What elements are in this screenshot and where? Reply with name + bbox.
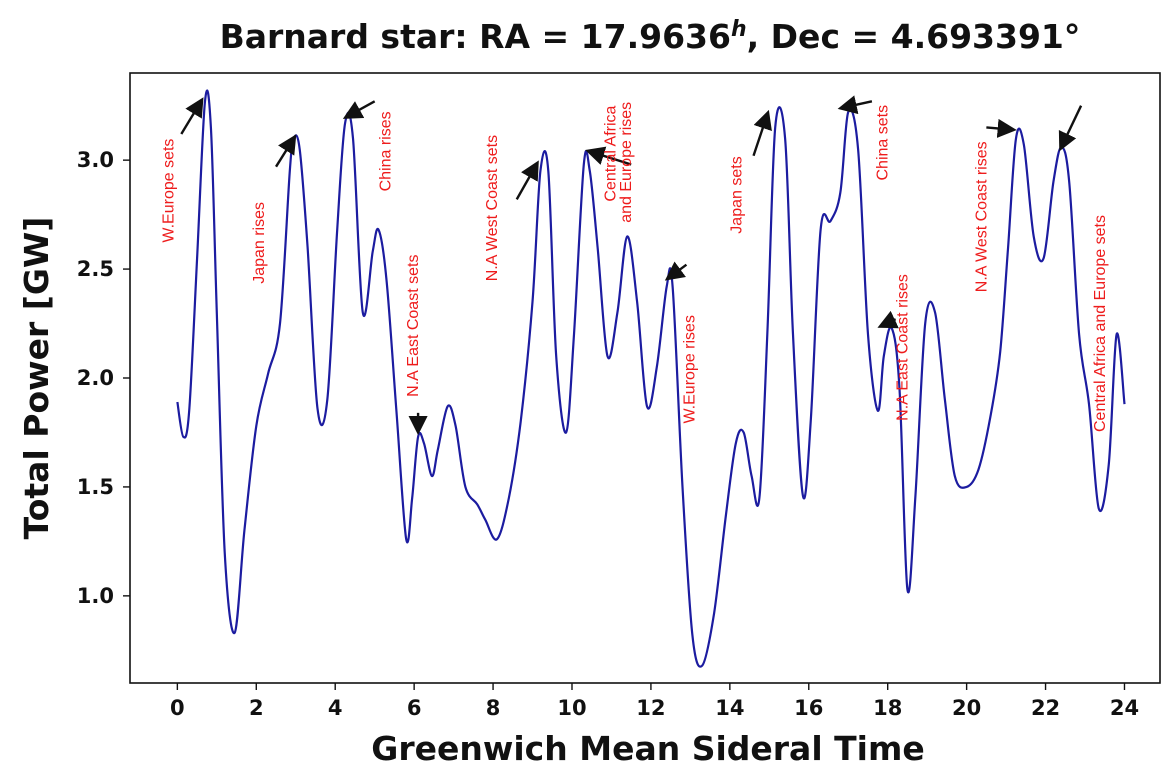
x-tick-label: 4	[328, 696, 343, 720]
annotation-label: W.Europe rises	[681, 315, 698, 423]
annotation-label: N.A East Coast sets	[405, 255, 422, 397]
x-axis-label: Greenwich Mean Sideral Time	[371, 729, 924, 765]
x-tick-label: 0	[170, 696, 185, 720]
y-tick-label: 2.5	[77, 257, 114, 281]
annotation-arrow	[180, 97, 204, 135]
y-axis: 1.0 1.5 2.0 2.5 3.0	[77, 148, 130, 608]
annotation-arrows	[180, 95, 1083, 436]
annotation-arrow	[342, 100, 376, 119]
annotation-arrow	[752, 109, 772, 157]
annotation-arrow	[1058, 105, 1083, 152]
y-tick-label: 1.5	[77, 475, 114, 499]
annotation-label: China sets	[875, 105, 892, 181]
annotation-arrow	[664, 261, 688, 281]
annotation-arrow	[274, 134, 297, 168]
y-axis-label: Total Power [GW]	[17, 217, 56, 540]
x-tick-label: 18	[873, 696, 902, 720]
annotation-arrow	[877, 310, 899, 329]
annotation-arrow	[515, 160, 539, 200]
annotation-label: W.Europe sets	[160, 139, 177, 243]
annotation-label: N.A West Coast sets	[484, 135, 501, 281]
annotation-arrow	[986, 118, 1017, 138]
x-tick-label: 12	[636, 696, 665, 720]
annotation-label: China rises	[378, 111, 395, 191]
annotation-label: Japan rises	[251, 202, 268, 284]
annotation-label: Central Africa and Europe sets	[1092, 215, 1109, 432]
annotation-label: Japan sets	[729, 156, 746, 233]
y-tick-label: 1.0	[77, 584, 114, 608]
x-tick-label: 14	[715, 696, 744, 720]
x-tick-label: 22	[1031, 696, 1060, 720]
x-axis: 0 2 4 6 8 10 12 14 16 18 20 22 24	[170, 683, 1139, 720]
x-tick-label: 2	[249, 696, 264, 720]
annotations: W.Europe sets Japan rises China rises N.A E…	[160, 102, 1108, 432]
x-tick-label: 16	[794, 696, 823, 720]
power-curve	[176, 89, 1126, 668]
x-tick-label: 20	[952, 696, 981, 720]
annotation-label: Central Africa	[602, 105, 619, 201]
annotation-label: and Europe rises	[618, 102, 635, 223]
x-tick-label: 6	[407, 696, 422, 720]
y-tick-label: 3.0	[77, 148, 114, 172]
plot-frame	[129, 72, 1161, 684]
x-tick-label: 24	[1110, 696, 1139, 720]
annotation-arrow	[585, 146, 632, 166]
annotation-label: N.A East Coast rises	[894, 274, 911, 421]
chart-title: Barnard star: RA = 17.9636h, Dec = 4.693…	[220, 17, 1081, 56]
annotation-label: N.A West Coast rises	[973, 141, 990, 292]
x-tick-label: 10	[557, 696, 586, 720]
annotation-arrow	[837, 95, 873, 115]
x-tick-label: 8	[486, 696, 501, 720]
y-tick-label: 2.0	[77, 366, 114, 390]
